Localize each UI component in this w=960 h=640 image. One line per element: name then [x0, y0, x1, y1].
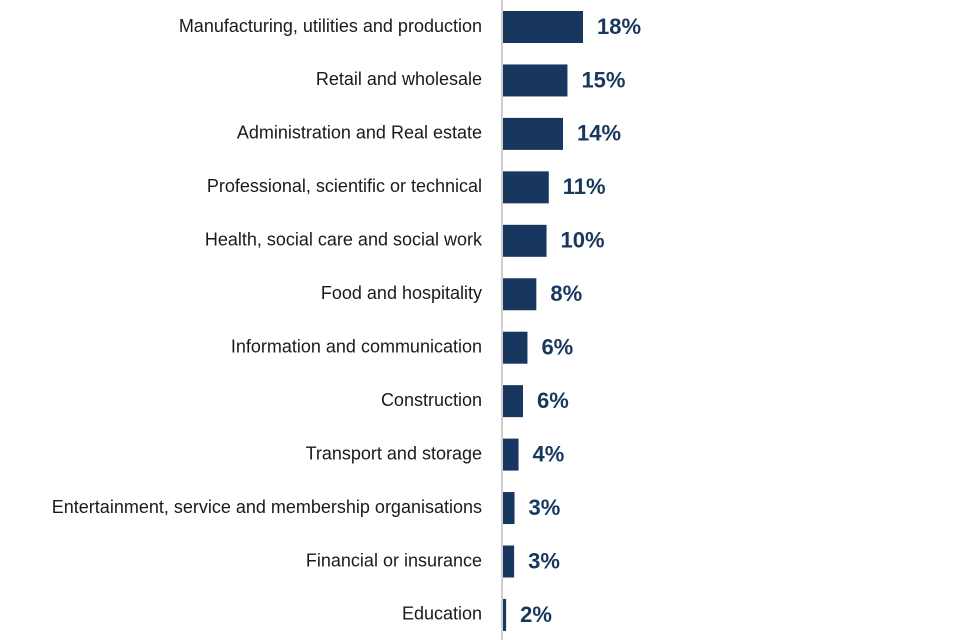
value-label: 6% — [541, 335, 573, 360]
bar — [503, 64, 568, 97]
bar — [503, 171, 549, 204]
category-label: Manufacturing, utilities and production — [179, 16, 482, 36]
category-label: Retail and wholesale — [316, 69, 482, 89]
value-label: 18% — [597, 14, 641, 39]
category-label: Information and communication — [231, 336, 482, 356]
category-label: Food and hospitality — [321, 283, 482, 303]
bar — [503, 438, 519, 471]
value-label: 10% — [561, 228, 605, 253]
labels-layer: Manufacturing, utilities and production 1… — [52, 14, 641, 627]
bar — [503, 598, 507, 631]
bar — [503, 331, 528, 364]
category-label: Construction — [381, 390, 482, 410]
category-label: Transport and storage — [306, 443, 482, 463]
value-label: 8% — [550, 281, 582, 306]
value-label: 3% — [529, 495, 561, 520]
category-label: Entertainment, service and membership or… — [52, 497, 482, 517]
value-label: 6% — [537, 388, 569, 413]
category-label: Administration and Real estate — [237, 123, 482, 143]
category-label: Financial or insurance — [306, 550, 482, 570]
value-label: 2% — [520, 602, 552, 627]
bar — [503, 385, 523, 418]
value-label: 3% — [528, 548, 560, 573]
value-label: 11% — [563, 174, 606, 199]
category-label: Education — [402, 604, 482, 624]
category-label: Health, social care and social work — [205, 230, 483, 250]
value-label: 14% — [577, 121, 621, 146]
value-label: 4% — [533, 441, 565, 466]
bar — [503, 117, 563, 150]
bar — [503, 492, 515, 525]
bars-layer — [503, 11, 583, 631]
bar — [503, 11, 583, 43]
value-label: 15% — [581, 67, 625, 92]
bar — [503, 278, 537, 311]
bar — [503, 545, 515, 578]
category-label: Professional, scientific or technical — [207, 176, 482, 196]
bar — [503, 224, 547, 257]
